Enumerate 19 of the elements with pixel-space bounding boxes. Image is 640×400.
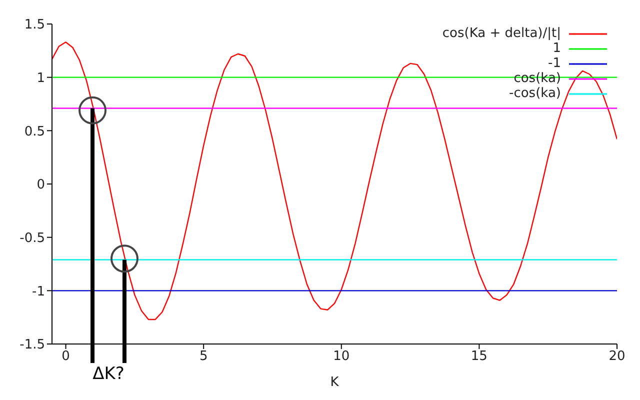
x-tick-label: 20 xyxy=(608,349,626,364)
x-tick-label: 0 xyxy=(62,349,70,364)
legend-label: cos(Ka + delta)/|t| xyxy=(442,26,561,41)
y-tick-label: -1.5 xyxy=(20,338,45,353)
y-tick-label: -0.5 xyxy=(20,230,45,246)
y-tick-label: 0.5 xyxy=(24,124,45,140)
line-series xyxy=(52,42,617,320)
legend-label: 1 xyxy=(552,41,561,56)
x-tick-label: 15 xyxy=(470,349,488,364)
y-tick-label: 1.5 xyxy=(24,18,45,33)
x-tick-label: 5 xyxy=(199,349,208,364)
y-tick-label: 0 xyxy=(36,178,45,193)
y-tick-label: -1 xyxy=(32,284,45,300)
x-tick-label: 10 xyxy=(333,349,350,364)
y-tick-label: 1 xyxy=(36,70,45,86)
text: ΔK? xyxy=(92,364,124,384)
x-axis-title: K xyxy=(330,375,340,390)
legend-label: -1 xyxy=(548,56,561,71)
legend-label: -cos(ka) xyxy=(509,86,561,101)
